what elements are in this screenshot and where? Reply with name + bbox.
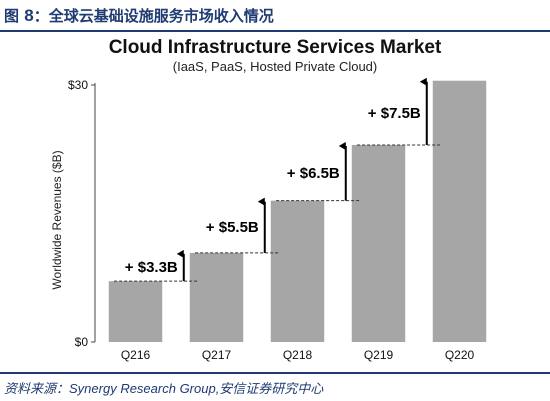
- caption-title: ：全球云基础设施服务市场收入情况: [33, 7, 274, 25]
- growth-label: + $7.5B: [368, 105, 421, 122]
- figure-source: 资料来源：Synergy Research Group,安信证券研究中心: [4, 378, 323, 397]
- bar: [189, 252, 244, 342]
- growth-label: + $3.3B: [125, 259, 178, 276]
- bar: [108, 281, 163, 342]
- chart-container: Cloud Infrastructure Services Market (Ia…: [0, 32, 550, 370]
- x-tick-label: Q220: [445, 348, 475, 362]
- chart-marks: $0 $30 Q216 Q217 Q218 Q219 Q220 + $3.3B + $5.5B +…: [68, 77, 487, 362]
- header-rule: [0, 30, 550, 32]
- bar-chart: Cloud Infrastructure Services Market (Ia…: [50, 37, 487, 362]
- y-tick-label: $30: [68, 78, 88, 92]
- footer-rule: [0, 372, 550, 374]
- y-tick-label: $0: [75, 335, 89, 349]
- y-axis-label: Worldwide Revenues ($B): [50, 150, 64, 289]
- growth-label: + $6.5B: [287, 165, 340, 182]
- growth-label: + $5.5B: [206, 219, 259, 236]
- bar: [270, 200, 325, 342]
- x-tick-label: Q219: [364, 348, 394, 362]
- figure-header: 图 8：全球云基础设施服务市场收入情况: [0, 0, 550, 30]
- bar: [432, 80, 487, 342]
- x-tick-label: Q216: [121, 348, 151, 362]
- source-text: Synergy Research Group,安信证券研究中心: [69, 381, 324, 396]
- source-label: 资料来源：: [4, 381, 70, 396]
- bar: [351, 144, 406, 342]
- figure-caption: 图 8：全球云基础设施服务市场收入情况: [4, 5, 274, 26]
- chart-title: Cloud Infrastructure Services Market: [109, 37, 442, 58]
- x-tick-label: Q217: [202, 348, 232, 362]
- chart-subtitle: (IaaS, PaaS, Hosted Private Cloud): [173, 59, 378, 74]
- x-tick-label: Q218: [283, 348, 313, 362]
- caption-prefix: 图: [4, 7, 20, 25]
- caption-number: 8: [24, 6, 34, 25]
